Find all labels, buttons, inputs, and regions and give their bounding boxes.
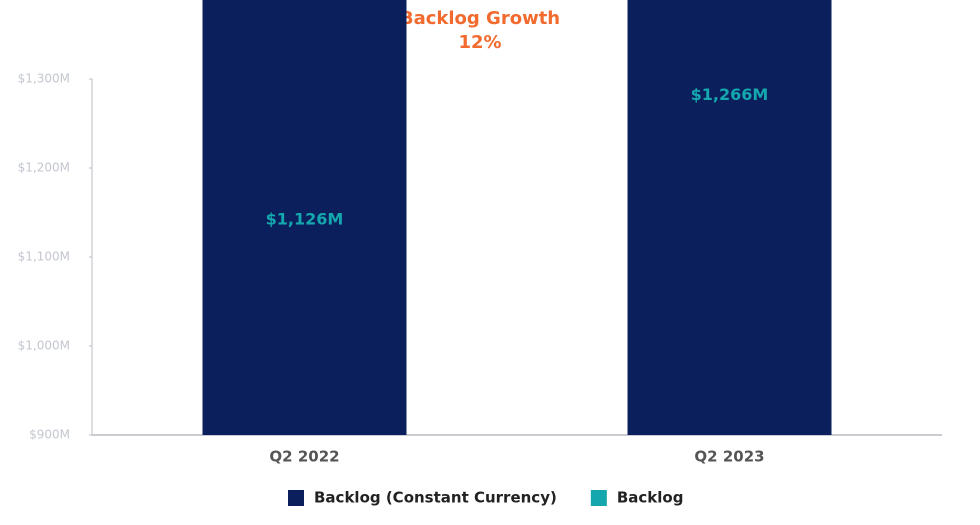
y-tick-label: $1,000M: [18, 339, 70, 353]
chart-title: Backlog Growth: [400, 8, 560, 29]
y-tick-label: $1,200M: [18, 161, 70, 175]
bar-segment: [627, 0, 832, 435]
legend-swatch: [590, 490, 607, 506]
chart-subtitle: 12%: [458, 32, 501, 53]
x-tick-label: Q2 2023: [694, 448, 764, 466]
y-tick-label: $1,300M: [18, 72, 70, 86]
legend-swatch: [288, 490, 304, 506]
total-label: $1,126M: [266, 209, 344, 228]
legend-label: Backlog: [617, 489, 684, 507]
total-label: $1,266M: [691, 85, 769, 104]
bar-segment: [202, 0, 407, 435]
y-tick-label: $1,100M: [18, 250, 70, 264]
legend-label: Backlog (Constant Currency): [314, 489, 557, 507]
x-tick-label: Q2 2022: [269, 448, 339, 466]
y-tick-label: $900M: [29, 428, 70, 442]
